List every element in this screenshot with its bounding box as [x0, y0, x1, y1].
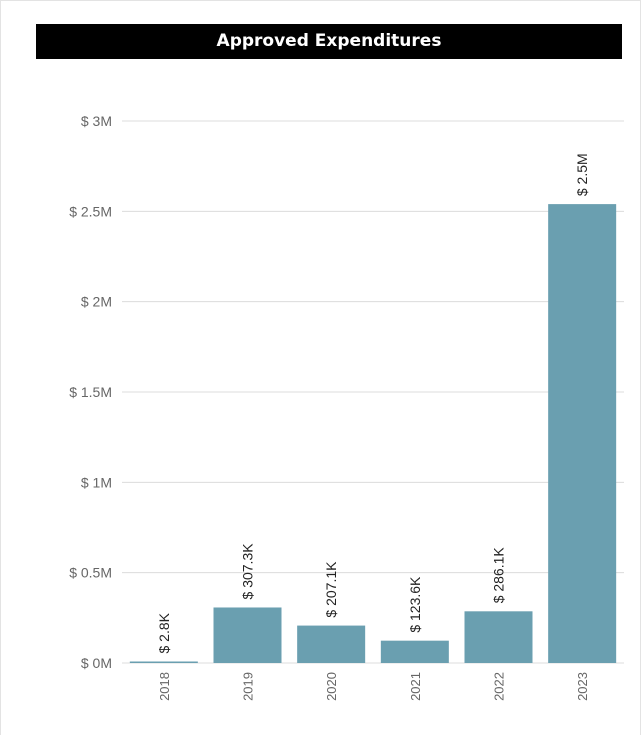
- y-tick-label: $ 2.5M: [69, 203, 112, 219]
- data-label: $ 286.1K: [491, 547, 507, 604]
- x-tick-label: 2021: [408, 672, 423, 701]
- x-tick-label: 2020: [324, 672, 339, 701]
- bar-2020[interactable]: [297, 625, 366, 663]
- data-label: $ 2.5M: [574, 153, 590, 196]
- data-label: $ 2.8K: [156, 612, 172, 653]
- chart-title: Approved Expenditures: [36, 24, 622, 59]
- data-label: $ 207.1K: [323, 561, 339, 618]
- data-label: $ 123.6K: [407, 576, 423, 633]
- bar-2021[interactable]: [380, 640, 449, 663]
- bar-2022[interactable]: [464, 611, 533, 663]
- data-label: $ 307.3K: [240, 543, 256, 600]
- x-tick-label: 2018: [157, 672, 172, 701]
- y-tick-label: $ 2M: [81, 294, 112, 310]
- y-tick-label: $ 0.5M: [69, 565, 112, 581]
- bar-2019[interactable]: [213, 607, 282, 663]
- y-tick-label: $ 1.5M: [69, 384, 112, 400]
- x-tick-label: 2022: [492, 672, 507, 701]
- y-tick-label: $ 1M: [81, 474, 112, 490]
- y-tick-label: $ 3M: [81, 113, 112, 129]
- x-tick-label: 2023: [575, 672, 590, 701]
- x-tick-label: 2019: [241, 672, 256, 701]
- bar-2018[interactable]: [129, 661, 198, 664]
- bar-2023[interactable]: [548, 204, 617, 663]
- y-tick-label: $ 0M: [81, 655, 112, 671]
